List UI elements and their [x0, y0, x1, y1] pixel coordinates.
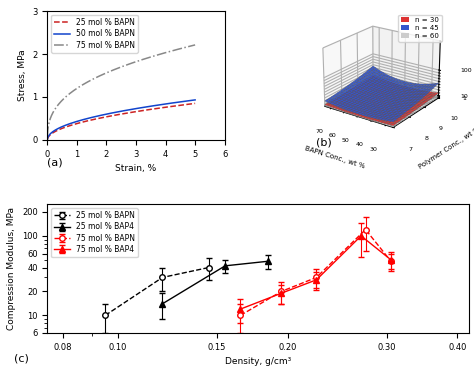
- 50 mol % BAPN: [137, 106, 143, 110]
- X-axis label: Strain, %: Strain, %: [115, 164, 156, 173]
- 50 mol % BAPN: [93, 114, 99, 119]
- 25 mol % BAPN: [63, 125, 68, 130]
- 50 mol % BAPN: [45, 137, 50, 141]
- Text: (c): (c): [14, 353, 28, 363]
- 25 mol % BAPN: [192, 101, 198, 105]
- X-axis label: Density, g/cm³: Density, g/cm³: [225, 357, 292, 366]
- Legend: n = 30, n = 45, n = 60: n = 30, n = 45, n = 60: [398, 14, 442, 41]
- 75 mol % BAPN: [137, 58, 143, 63]
- 75 mol % BAPN: [152, 54, 158, 58]
- 25 mol % BAPN: [93, 117, 99, 121]
- Text: (b): (b): [316, 137, 332, 147]
- 25 mol % BAPN: [151, 107, 157, 111]
- 25 mol % BAPN: [45, 137, 50, 142]
- 75 mol % BAPN: [45, 134, 50, 138]
- Line: 25 mol % BAPN: 25 mol % BAPN: [47, 103, 195, 139]
- Legend: 25 mol % BAPN, 25 mol % BAP4, 75 mol % BAPN, 75 mol % BAP4: 25 mol % BAPN, 25 mol % BAP4, 75 mol % B…: [51, 208, 138, 257]
- 75 mol % BAPN: [63, 95, 68, 100]
- Legend: 25 mol % BAPN, 50 mol % BAPN, 75 mol % BAPN: 25 mol % BAPN, 50 mol % BAPN, 75 mol % B…: [51, 15, 138, 53]
- Text: (a): (a): [47, 158, 63, 168]
- 25 mol % BAPN: [152, 107, 158, 111]
- 75 mol % BAPN: [93, 75, 99, 80]
- 50 mol % BAPN: [152, 103, 158, 108]
- Y-axis label: Polymer Conc., wt %: Polymer Conc., wt %: [418, 126, 474, 170]
- 75 mol % BAPN: [103, 71, 109, 75]
- X-axis label: BAPN Conc., wt %: BAPN Conc., wt %: [303, 145, 365, 170]
- 50 mol % BAPN: [63, 123, 68, 128]
- Y-axis label: Stress, MPa: Stress, MPa: [18, 50, 27, 101]
- Line: 50 mol % BAPN: 50 mol % BAPN: [47, 100, 195, 139]
- 50 mol % BAPN: [151, 104, 157, 108]
- 25 mol % BAPN: [103, 115, 109, 119]
- Line: 75 mol % BAPN: 75 mol % BAPN: [47, 45, 195, 136]
- 50 mol % BAPN: [103, 112, 109, 117]
- Y-axis label: Compression Modulus, MPa: Compression Modulus, MPa: [8, 207, 17, 330]
- 75 mol % BAPN: [151, 54, 157, 58]
- 25 mol % BAPN: [137, 109, 143, 113]
- 75 mol % BAPN: [192, 43, 198, 47]
- 50 mol % BAPN: [192, 98, 198, 102]
